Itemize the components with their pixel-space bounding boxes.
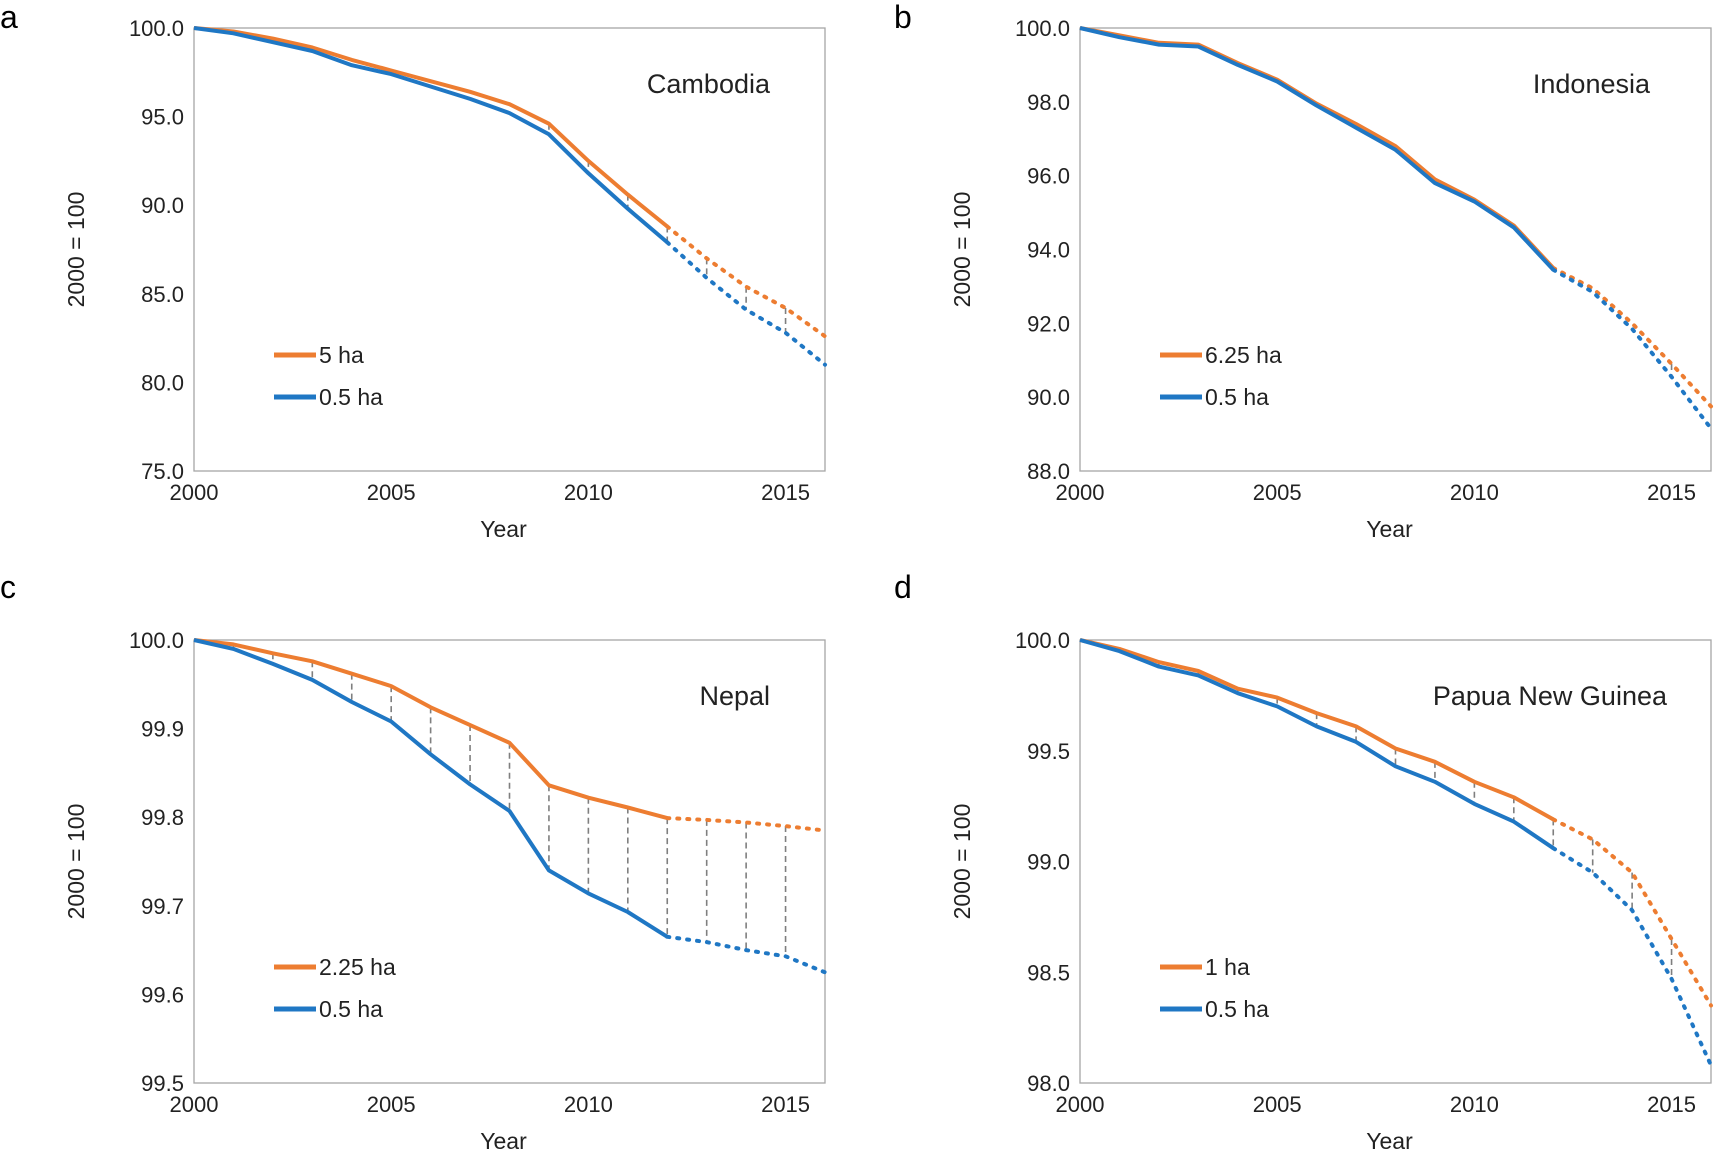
panel-b-series-large-line [1079,26,1555,270]
panel-d-y-tick: 98.0 [1027,1071,1070,1096]
panel-b-y-tick: 98.0 [1027,90,1070,115]
panel-a-y-tick: 90.0 [141,193,184,218]
panel-b-x-tick: 2005 [1253,480,1302,505]
panel-d-y-axis-label: 2000 = 100 [949,804,975,920]
panel-d-x-tick: 2010 [1450,1092,1499,1117]
panel-b-series-small-projection-line [1551,267,1713,431]
panel-a-x-tick: 2015 [761,480,810,505]
panel-b-y-tick: 94.0 [1027,238,1070,263]
panel-c-y-axis-label: 2000 = 100 [63,804,89,920]
panel-b-y-tick: 90.0 [1027,385,1070,410]
panel-c-y-tick: 100.0 [129,628,184,653]
panel-c-series-small-line [193,638,669,939]
panel-d-legend-label: 0.5 ha [1205,996,1269,1022]
panel-c-legend-label: 2.25 ha [319,954,396,980]
panel-b-legend-label: 6.25 ha [1205,342,1282,368]
panel-a-series-large-line [193,26,669,229]
panel-a-y-axis-label: 2000 = 100 [63,192,89,308]
panel-b-x-axis-label: Year [1366,516,1413,542]
panel-b-x-tick: 2010 [1450,480,1499,505]
panel-d-plot-area [1079,639,1712,1084]
panel-a-x-axis-label: Year [480,516,527,542]
panel-a-y-tick: 95.0 [141,105,184,130]
panel-d-country-title: Papua New Guinea [1433,681,1668,711]
panel-a-y-tick: 100.0 [129,16,184,41]
panel-c-x-axis-label: Year [480,1128,527,1154]
panel-d-x-tick: 2015 [1647,1092,1696,1117]
panel-c-x-tick: 2015 [761,1092,810,1117]
panel-c-series-large-line [193,638,668,821]
panel-d-series-large-line [1079,638,1555,822]
panel-a-series-small-projection-line [665,240,827,367]
panel-d-legend-label: 1 ha [1205,954,1250,980]
panel-b-legend-label: 0.5 ha [1205,384,1269,410]
panel-c-y-tick: 99.7 [141,894,184,919]
panel-c-y-tick: 99.5 [141,1071,184,1096]
panel-d-y-tick: 100.0 [1015,628,1070,653]
panel-c-y-tick: 99.6 [141,982,184,1007]
panel-a-y-tick: 75.0 [141,459,184,484]
panel-a-legend-label: 0.5 ha [319,384,383,410]
panel-b-x-tick: 2000 [1056,480,1105,505]
panel-b-x-tick: 2015 [1647,480,1696,505]
panel-a-x-tick: 2000 [170,480,219,505]
panel-d-y-tick: 98.5 [1027,960,1070,985]
panel-c-series-large-projection-line [665,816,827,833]
panel-d-x-tick: 2000 [1056,1092,1105,1117]
panel-d-letter: d [894,569,912,605]
panel-c-y-tick: 99.8 [141,805,184,830]
panel-d-series-small-projection-line [1551,846,1713,1068]
panel-d-y-tick: 99.5 [1027,739,1070,764]
panel-c-plot-area [193,639,826,1084]
panel-b-y-tick: 92.0 [1027,311,1070,336]
panel-a-letter: a [0,0,18,35]
panel-a-country-title: Cambodia [647,69,771,99]
panel-c-legend-label: 0.5 ha [319,996,383,1022]
panel-d-x-tick: 2005 [1253,1092,1302,1117]
panel-b-country-title: Indonesia [1533,69,1651,99]
panel-a-x-tick: 2010 [564,480,613,505]
panel-b-plot-area [1079,27,1712,472]
panel-a-series-large-projection-line [665,224,827,339]
panel-b-y-tick: 88.0 [1027,459,1070,484]
panel-b-series-large-projection-line [1551,266,1713,409]
panel-a-legend-label: 5 ha [319,342,364,368]
panel-a-x-tick: 2005 [367,480,416,505]
panel-a-y-tick: 80.0 [141,370,184,395]
panel-c-country-title: Nepal [699,681,770,711]
panel-b-y-axis-label: 2000 = 100 [949,192,975,308]
panel-b-series-small-line [1079,26,1555,272]
panel-d-series-large-projection-line [1551,817,1713,1008]
panel-c-series-small-projection-line [665,934,827,975]
panel-c-letter: c [0,569,16,605]
panel-b-y-tick: 96.0 [1027,164,1070,189]
panel-a-plot-area [193,27,826,472]
panel-d-series-small-line [1079,638,1555,850]
panel-c-y-tick: 99.9 [141,717,184,742]
panel-c-x-tick: 2010 [564,1092,613,1117]
panel-d-x-axis-label: Year [1366,1128,1413,1154]
panel-a-y-tick: 85.0 [141,282,184,307]
panel-b-y-tick: 100.0 [1015,16,1070,41]
panel-b-letter: b [894,0,912,35]
panel-a-series-small-line [193,26,669,244]
panel-d-y-tick: 99.0 [1027,850,1070,875]
panel-c-x-tick: 2000 [170,1092,219,1117]
panel-c-x-tick: 2005 [367,1092,416,1117]
